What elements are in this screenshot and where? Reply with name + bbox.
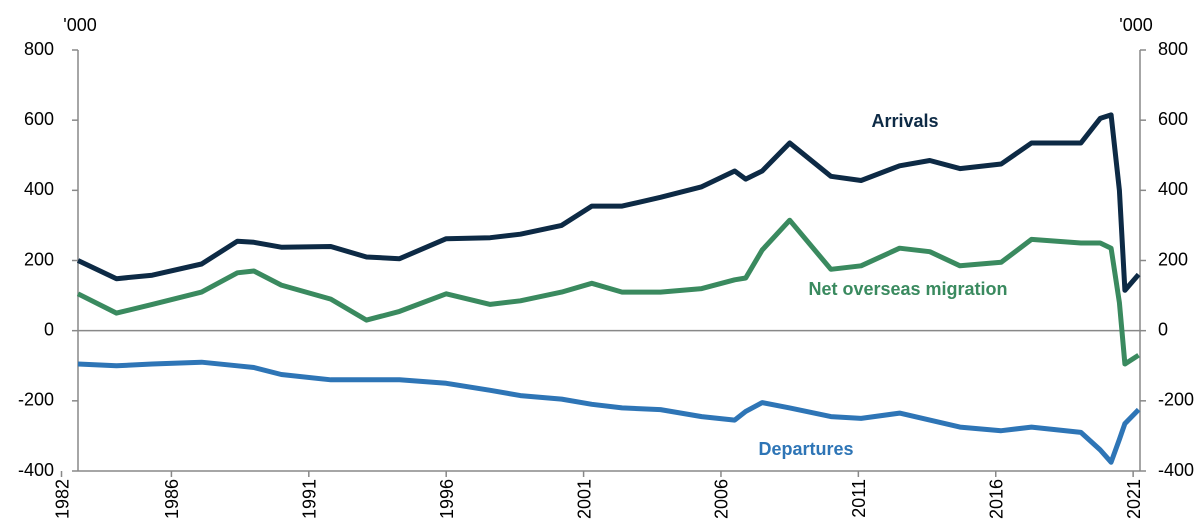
x-tick-label: 2021 bbox=[1124, 479, 1144, 519]
y-tick-label: 600 bbox=[24, 109, 54, 129]
y2-tick-label: 600 bbox=[1158, 109, 1188, 129]
x-tick-label: 1986 bbox=[162, 479, 182, 519]
y2-tick-label: -400 bbox=[1158, 460, 1194, 480]
y2-tick-label: 800 bbox=[1158, 39, 1188, 59]
y2-tick-label: 0 bbox=[1158, 319, 1168, 339]
x-tick-label: 1991 bbox=[300, 479, 320, 519]
y-tick-label: 200 bbox=[24, 249, 54, 269]
y2-tick-label: 200 bbox=[1158, 249, 1188, 269]
y-tick-label: 800 bbox=[24, 39, 54, 59]
series-line bbox=[76, 112, 1141, 293]
y-tick-label: 0 bbox=[44, 319, 54, 339]
y2-tick-label: 400 bbox=[1158, 179, 1188, 199]
x-tick-label: 2011 bbox=[849, 479, 869, 518]
y2-tick-label: -200 bbox=[1158, 390, 1194, 410]
series-line bbox=[77, 359, 1141, 465]
x-tick-label: 1996 bbox=[437, 479, 457, 519]
y-tick-label: -400 bbox=[18, 460, 54, 480]
series-label: Departures bbox=[758, 439, 853, 459]
y-tick-label: 400 bbox=[24, 179, 54, 199]
series-line bbox=[76, 217, 1140, 367]
y2-axis-unit: '000 bbox=[1119, 15, 1152, 35]
x-tick-label: 2001 bbox=[574, 479, 594, 519]
x-tick-label: 2016 bbox=[986, 479, 1006, 519]
series-label: Net overseas migration bbox=[808, 279, 1007, 299]
x-tick-label: 1982 bbox=[52, 479, 72, 519]
series-label: Arrivals bbox=[871, 111, 938, 131]
y-tick-label: -200 bbox=[18, 390, 54, 410]
y-axis-unit: '000 bbox=[63, 15, 96, 35]
x-tick-label: 2006 bbox=[712, 479, 732, 519]
